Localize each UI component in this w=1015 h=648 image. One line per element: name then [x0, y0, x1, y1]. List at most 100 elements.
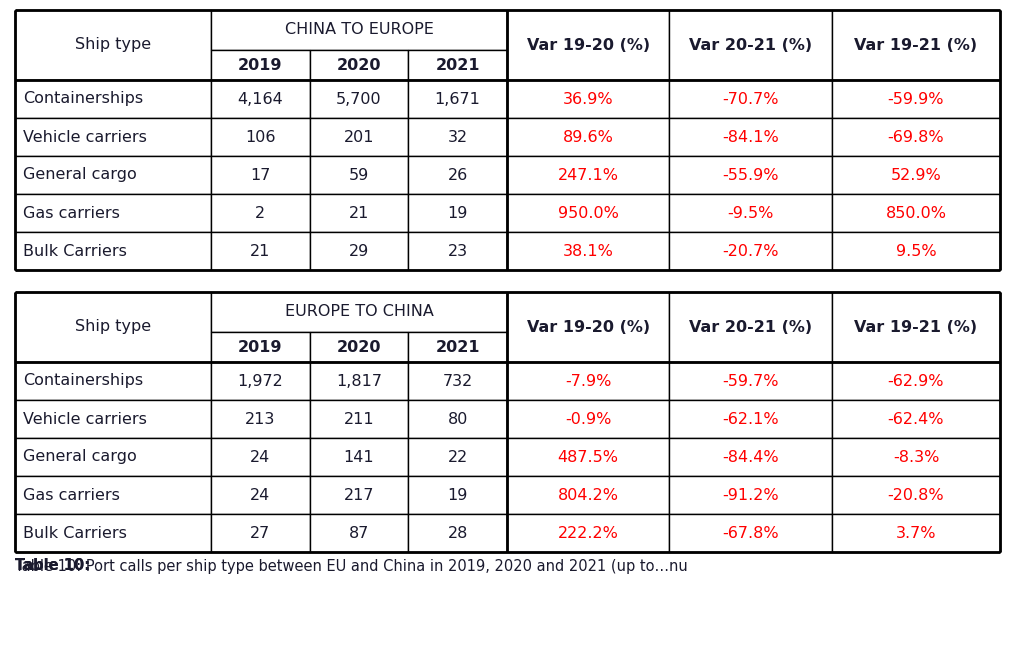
Bar: [832, 362, 1000, 400]
Bar: [15, 118, 211, 156]
Bar: [670, 156, 832, 194]
Text: Gas carriers: Gas carriers: [23, 205, 120, 220]
Bar: [832, 156, 1000, 194]
Text: Gas carriers: Gas carriers: [23, 487, 120, 502]
Text: Ship type: Ship type: [75, 319, 151, 334]
Bar: [506, 194, 670, 232]
Bar: [670, 194, 832, 232]
Bar: [211, 80, 310, 118]
Bar: [832, 118, 1000, 156]
Text: General cargo: General cargo: [23, 167, 137, 183]
Text: 9.5%: 9.5%: [895, 244, 936, 259]
Bar: [15, 10, 1000, 270]
Text: 106: 106: [246, 130, 276, 145]
Text: 2: 2: [256, 205, 266, 220]
Bar: [211, 514, 310, 552]
Text: 22: 22: [448, 450, 468, 465]
Text: 52.9%: 52.9%: [890, 167, 941, 183]
Bar: [832, 232, 1000, 270]
Bar: [211, 194, 310, 232]
Text: 28: 28: [448, 526, 468, 540]
Text: Var 19-20 (%): Var 19-20 (%): [527, 38, 650, 52]
Bar: [670, 400, 832, 438]
Bar: [15, 10, 211, 80]
Bar: [408, 332, 506, 362]
Text: 2020: 2020: [337, 58, 382, 73]
Text: Var 19-21 (%): Var 19-21 (%): [855, 38, 977, 52]
Bar: [506, 232, 670, 270]
Bar: [670, 514, 832, 552]
Text: 59: 59: [349, 167, 369, 183]
Bar: [15, 232, 211, 270]
Text: 201: 201: [344, 130, 375, 145]
Text: 2020: 2020: [337, 340, 382, 354]
Text: 89.6%: 89.6%: [562, 130, 614, 145]
Bar: [408, 194, 506, 232]
Text: Bulk Carriers: Bulk Carriers: [23, 526, 127, 540]
Bar: [211, 476, 310, 514]
Text: Var 20-21 (%): Var 20-21 (%): [689, 38, 812, 52]
Text: 5,700: 5,700: [336, 91, 382, 106]
Text: -62.1%: -62.1%: [723, 411, 779, 426]
Text: 222.2%: 222.2%: [558, 526, 618, 540]
Bar: [408, 514, 506, 552]
Bar: [670, 292, 832, 362]
Bar: [670, 232, 832, 270]
Bar: [211, 400, 310, 438]
Text: 141: 141: [344, 450, 375, 465]
Text: Table 10: Port calls per ship type between EU and China in 2019, 2020 and 2021 (: Table 10: Port calls per ship type betwe…: [15, 559, 688, 573]
Bar: [211, 362, 310, 400]
Text: Var 19-20 (%): Var 19-20 (%): [527, 319, 650, 334]
Text: -84.1%: -84.1%: [723, 130, 780, 145]
Bar: [832, 476, 1000, 514]
Bar: [211, 438, 310, 476]
Text: Var 20-21 (%): Var 20-21 (%): [689, 319, 812, 334]
Bar: [506, 400, 670, 438]
Text: 211: 211: [344, 411, 375, 426]
Bar: [211, 156, 310, 194]
Bar: [408, 438, 506, 476]
Text: Table 10:: Table 10:: [15, 559, 90, 573]
Bar: [408, 400, 506, 438]
Bar: [506, 118, 670, 156]
Text: Var 19-21 (%): Var 19-21 (%): [855, 319, 977, 334]
Bar: [408, 80, 506, 118]
Text: -55.9%: -55.9%: [723, 167, 779, 183]
Text: EUROPE TO CHINA: EUROPE TO CHINA: [284, 305, 433, 319]
Text: 17: 17: [251, 167, 271, 183]
Text: -67.8%: -67.8%: [723, 526, 779, 540]
Text: -7.9%: -7.9%: [565, 373, 611, 389]
Text: Bulk Carriers: Bulk Carriers: [23, 244, 127, 259]
Text: -59.9%: -59.9%: [888, 91, 944, 106]
Bar: [506, 292, 670, 362]
Bar: [832, 292, 1000, 362]
Text: 80: 80: [448, 411, 468, 426]
Text: -84.4%: -84.4%: [723, 450, 779, 465]
Bar: [15, 292, 1000, 552]
Text: 1,817: 1,817: [336, 373, 382, 389]
Text: 2021: 2021: [435, 58, 480, 73]
Text: 487.5%: 487.5%: [557, 450, 619, 465]
Text: 19: 19: [448, 487, 468, 502]
Bar: [408, 50, 506, 80]
Text: -20.7%: -20.7%: [723, 244, 779, 259]
Text: 950.0%: 950.0%: [558, 205, 618, 220]
Text: 3.7%: 3.7%: [895, 526, 936, 540]
Text: 850.0%: 850.0%: [885, 205, 946, 220]
Bar: [670, 118, 832, 156]
Text: Ship type: Ship type: [75, 38, 151, 52]
Text: -8.3%: -8.3%: [893, 450, 939, 465]
Text: 27: 27: [251, 526, 271, 540]
Bar: [211, 232, 310, 270]
Text: 24: 24: [251, 487, 271, 502]
Text: Containerships: Containerships: [23, 91, 143, 106]
Bar: [670, 362, 832, 400]
Text: General cargo: General cargo: [23, 450, 137, 465]
Bar: [15, 514, 211, 552]
Bar: [211, 118, 310, 156]
Text: 38.1%: 38.1%: [562, 244, 614, 259]
Bar: [15, 194, 211, 232]
Bar: [832, 514, 1000, 552]
Text: 4,164: 4,164: [238, 91, 283, 106]
Bar: [670, 80, 832, 118]
